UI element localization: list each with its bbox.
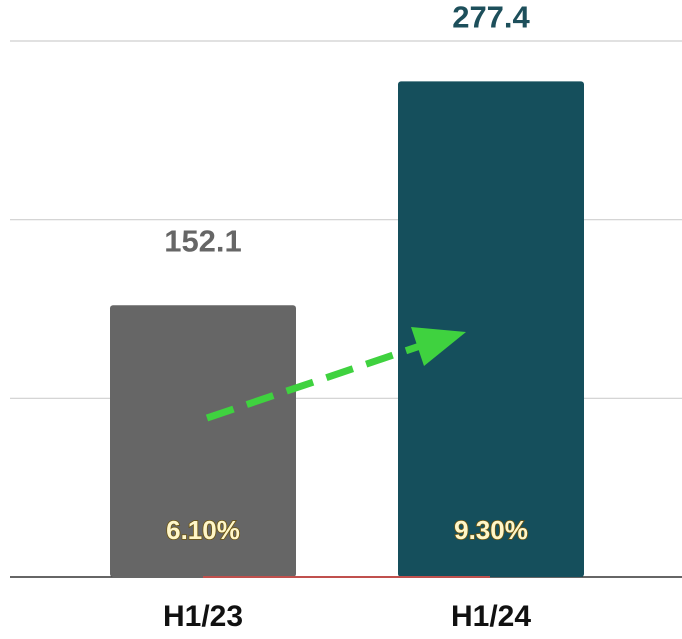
inner-label: 6.10% [166, 515, 240, 545]
trend-arrow-head [411, 327, 466, 366]
inner-label: 9.30% [454, 515, 528, 545]
bar [110, 305, 296, 577]
bar [398, 81, 584, 578]
value-label: 277.4 [452, 0, 530, 35]
value-label: 152.1 [164, 223, 242, 258]
trend-arrow [205, 341, 428, 422]
x-tick-label: H1/23 [163, 600, 243, 633]
x-tick-label: H1/24 [451, 600, 531, 633]
